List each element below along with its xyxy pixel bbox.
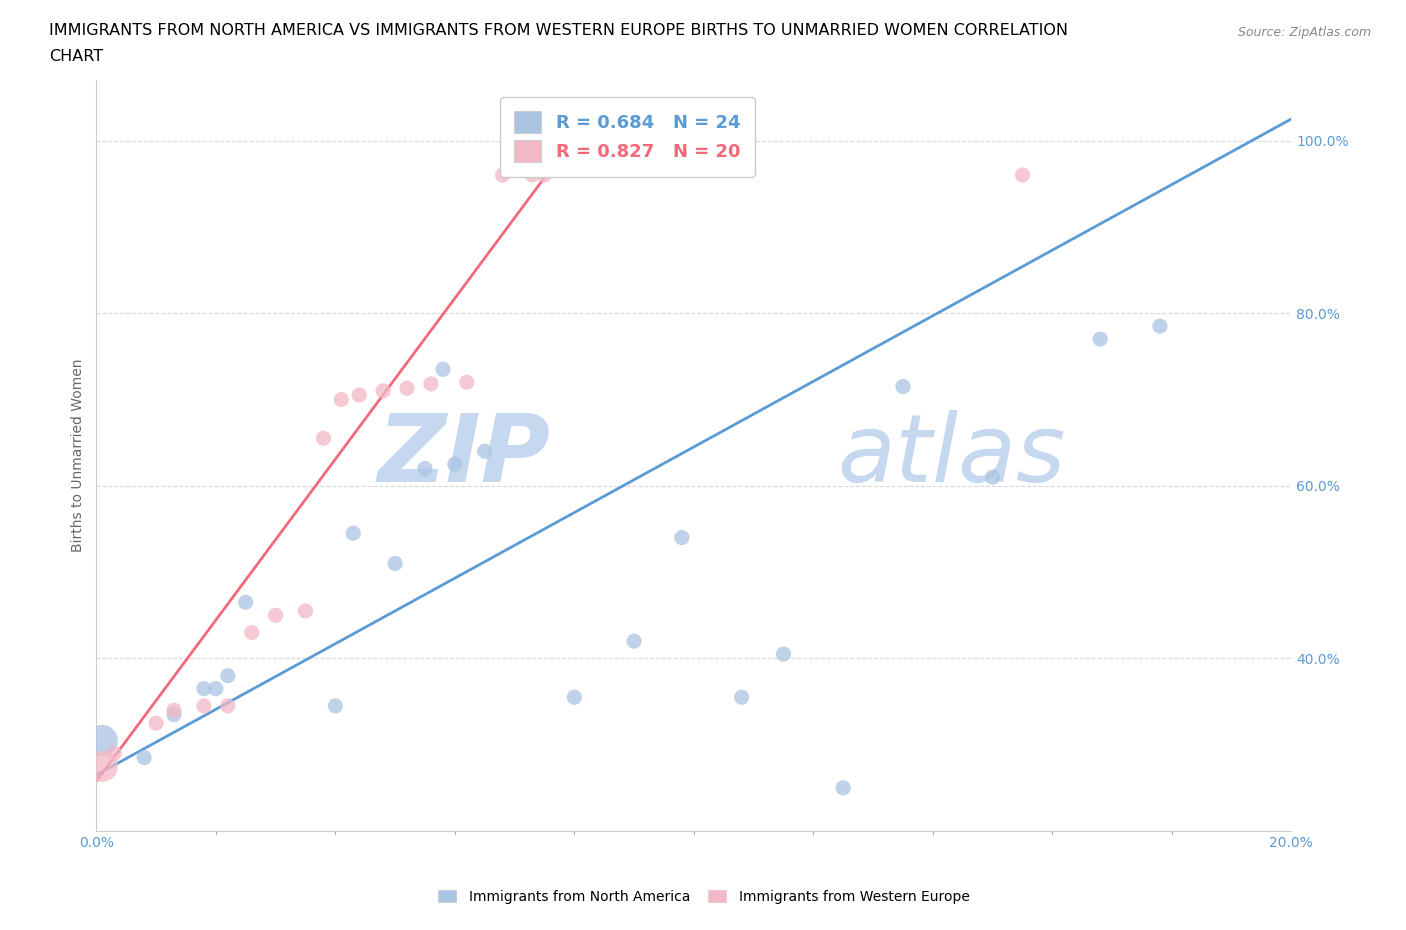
Text: IMMIGRANTS FROM NORTH AMERICA VS IMMIGRANTS FROM WESTERN EUROPE BIRTHS TO UNMARR: IMMIGRANTS FROM NORTH AMERICA VS IMMIGRA…	[49, 23, 1069, 38]
Point	[396, 380, 419, 395]
Point	[205, 681, 228, 696]
Point	[145, 716, 167, 731]
Point	[193, 681, 215, 696]
Point	[474, 444, 496, 458]
Point	[103, 746, 125, 761]
Point	[772, 646, 794, 661]
Point	[891, 379, 914, 394]
Point	[1088, 332, 1111, 347]
Point	[330, 392, 353, 407]
Point	[832, 780, 855, 795]
Point	[456, 375, 478, 390]
Point	[671, 530, 693, 545]
Point	[91, 759, 114, 774]
Point	[492, 167, 515, 182]
Point	[91, 733, 114, 748]
Point	[432, 362, 454, 377]
Point	[163, 703, 186, 718]
Text: Source: ZipAtlas.com: Source: ZipAtlas.com	[1237, 26, 1371, 39]
Text: atlas: atlas	[837, 410, 1066, 501]
Point	[623, 633, 645, 648]
Point	[163, 707, 186, 722]
Point	[235, 595, 257, 610]
Point	[730, 690, 752, 705]
Y-axis label: Births to Unmarried Women: Births to Unmarried Women	[72, 359, 86, 552]
Point	[413, 461, 436, 476]
Point	[312, 431, 335, 445]
Point	[384, 556, 406, 571]
Point	[1011, 167, 1033, 182]
Point	[562, 690, 585, 705]
Point	[1149, 319, 1171, 334]
Point	[342, 525, 364, 540]
Legend: Immigrants from North America, Immigrants from Western Europe: Immigrants from North America, Immigrant…	[432, 884, 974, 910]
Point	[349, 388, 371, 403]
Point	[193, 698, 215, 713]
Point	[325, 698, 347, 713]
Point	[444, 457, 467, 472]
Point	[240, 625, 263, 640]
Point	[373, 383, 395, 398]
Point	[294, 604, 316, 618]
Legend: R = 0.684   N = 24, R = 0.827   N = 20: R = 0.684 N = 24, R = 0.827 N = 20	[499, 97, 755, 177]
Point	[134, 751, 156, 765]
Point	[981, 470, 1004, 485]
Point	[420, 377, 443, 392]
Text: ZIP: ZIP	[378, 409, 550, 501]
Point	[522, 167, 544, 182]
Point	[217, 669, 239, 684]
Point	[533, 167, 555, 182]
Text: CHART: CHART	[49, 49, 103, 64]
Point	[217, 698, 239, 713]
Point	[264, 608, 287, 623]
